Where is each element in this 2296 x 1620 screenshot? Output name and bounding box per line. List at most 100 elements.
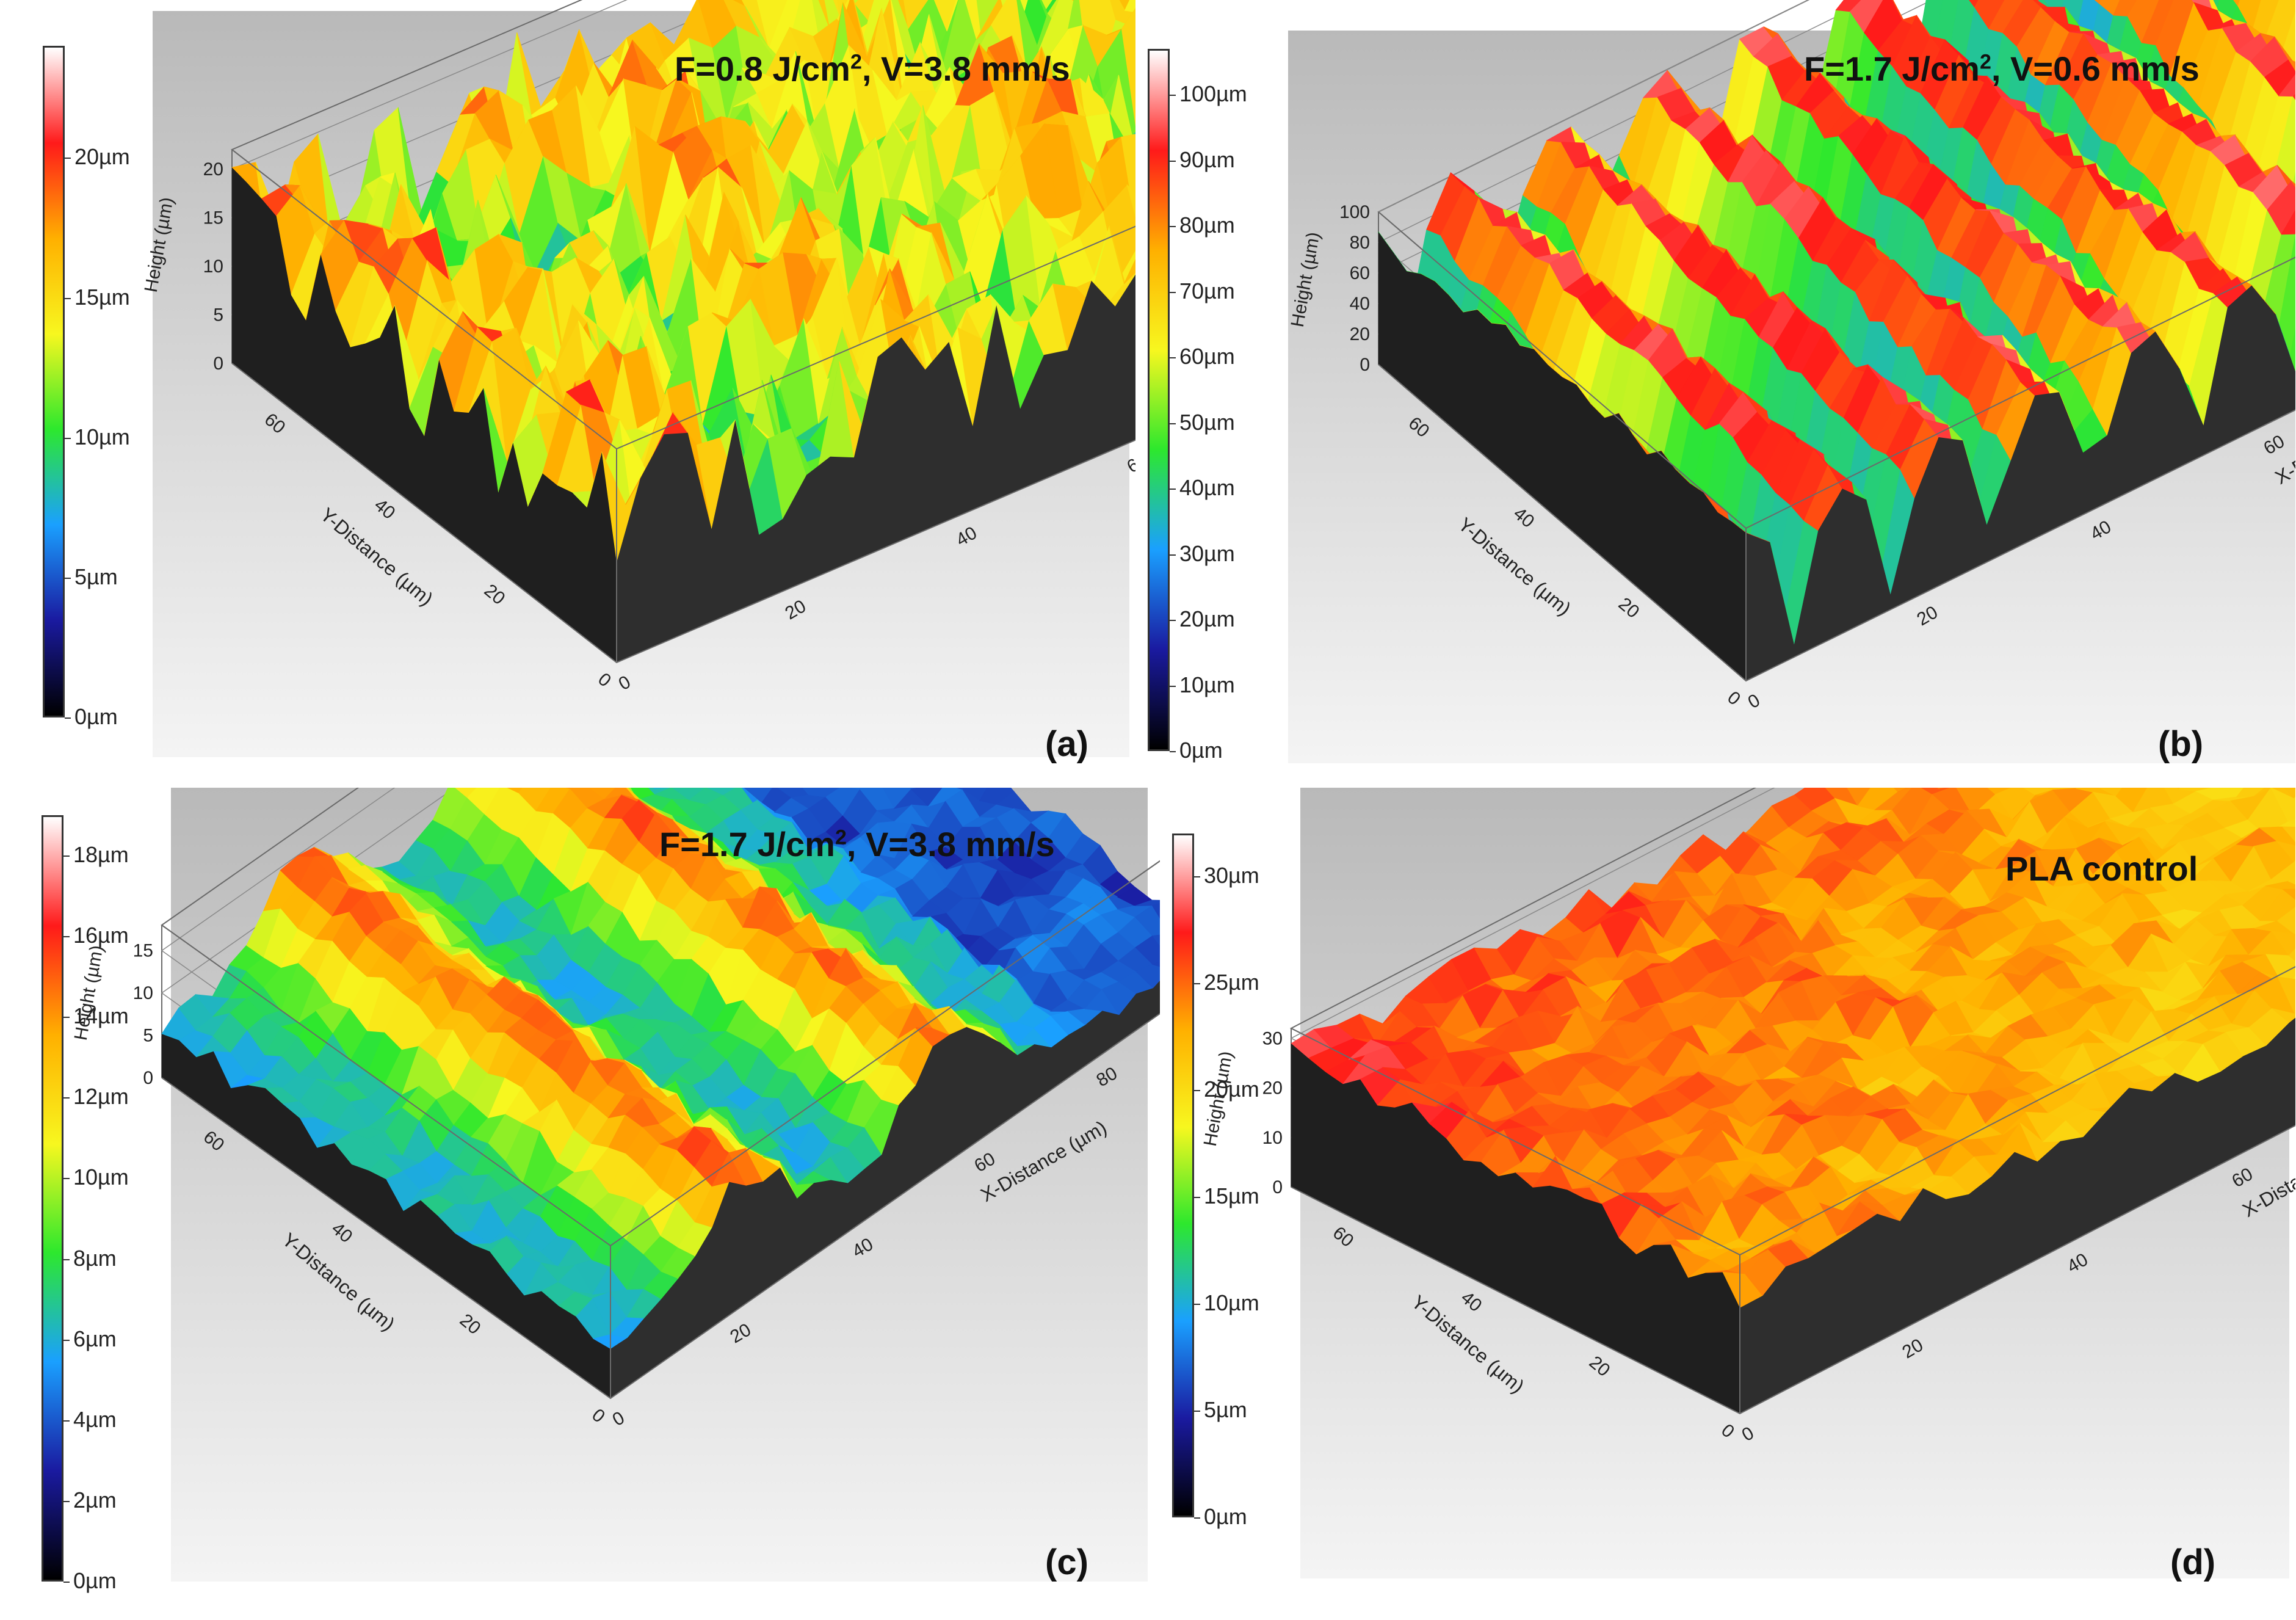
surface-plot-a: 020406080020406005101520X-Distance (µm)Y… bbox=[141, 0, 1135, 757]
frame-top-edges bbox=[1291, 966, 2295, 1256]
height-tick-label: 0 bbox=[1360, 355, 1370, 375]
colorbar-tick-label: 30µm bbox=[1179, 540, 1235, 566]
colorbar-tick-label: 8µm bbox=[73, 1245, 117, 1271]
surface-cell bbox=[2284, 788, 2295, 799]
surface-cell bbox=[2115, 788, 2148, 813]
colorbar-tick-label: 100µm bbox=[1179, 81, 1247, 107]
colorbar-tick-mark bbox=[1194, 1304, 1200, 1305]
colorbar-tick-label: 80µm bbox=[1179, 212, 1235, 238]
frame-top-edges bbox=[231, 149, 1135, 450]
frame-top-edges bbox=[1378, 211, 2295, 529]
surface-cell bbox=[2276, 906, 2295, 934]
surface-cell bbox=[507, 788, 523, 794]
colorbar-tick-label: 60µm bbox=[1179, 344, 1235, 369]
surface-cell bbox=[455, 788, 477, 798]
colorbar-tick-label: 70µm bbox=[1179, 278, 1235, 303]
surface-cell bbox=[2277, 976, 2295, 1015]
height-tick-label: 10 bbox=[203, 256, 223, 277]
surface-plot-b: 0204060800204060020406080100X-Distance (… bbox=[1287, 0, 2295, 763]
colorbar-tick-mark bbox=[1194, 983, 1200, 984]
surface-plot-d: 02040608002040600102030X-Distance (µm)Y-… bbox=[1200, 788, 2295, 1578]
colorbar-tick-label: 14µm bbox=[73, 1003, 129, 1029]
colorbar-tick-mark bbox=[63, 1339, 70, 1341]
colorbar-tick-mark bbox=[63, 1259, 70, 1260]
colorbar-tick-label: 10µm bbox=[73, 1164, 129, 1190]
panel-a: 020406080020406005101520X-Distance (µm)Y… bbox=[0, 0, 1135, 782]
surface-cell bbox=[2282, 888, 2295, 900]
condition-label-d: PLA control bbox=[2005, 849, 2198, 888]
front-wall bbox=[617, 274, 1135, 663]
front-wall bbox=[1740, 1017, 2295, 1414]
panel-b: 0204060800204060020406080100X-Distance (… bbox=[1135, 0, 2295, 782]
colorbar-tick-label: 90µm bbox=[1179, 147, 1235, 172]
colorbar-tick-mark bbox=[1170, 685, 1176, 687]
surface-cell bbox=[2288, 948, 2295, 961]
surface-cell bbox=[2276, 165, 2295, 200]
colorbar-tick-mark bbox=[1170, 226, 1176, 228]
surface-mesh bbox=[1291, 788, 2295, 1309]
surface-cell bbox=[1124, 0, 1135, 13]
height-tick-label: 5 bbox=[143, 1026, 153, 1046]
surface-cell bbox=[850, 788, 863, 790]
colorbar-tick-mark bbox=[65, 717, 71, 719]
colorbar-tick-label: 2µm bbox=[73, 1487, 117, 1513]
surface-cell bbox=[2237, 0, 2262, 33]
surface-cell bbox=[1969, 0, 1979, 8]
colorbar-b bbox=[1148, 49, 1170, 751]
condition-label-a: F=0.8 J/cm2, V=3.8 mm/s bbox=[675, 49, 1070, 88]
surface-cell bbox=[2287, 818, 2295, 824]
colorbar-tick-mark bbox=[65, 577, 71, 579]
colorbar-tick-label: 0µm bbox=[74, 704, 118, 729]
colorbar-tick-label: 10µm bbox=[74, 424, 130, 449]
colorbar-tick-mark bbox=[1170, 620, 1176, 622]
colorbar-tick-mark bbox=[63, 1582, 70, 1583]
left-wall bbox=[162, 1034, 610, 1398]
condition-label-b: F=1.7 J/cm2, V=0.6 mm/s bbox=[1804, 49, 2200, 88]
colorbar-tick-mark bbox=[63, 936, 70, 938]
colorbar-tick-mark bbox=[1194, 1090, 1200, 1091]
colorbar-tick-label: 5µm bbox=[74, 564, 118, 589]
surface-cell bbox=[1151, 903, 1160, 919]
surface-cell bbox=[1121, 8, 1135, 127]
surface-cell bbox=[2294, 860, 2295, 863]
surface-cell bbox=[654, 788, 671, 790]
surface-cell bbox=[1974, 0, 2005, 30]
left-wall bbox=[232, 167, 617, 663]
height-tick-label: 15 bbox=[203, 208, 223, 228]
surface-cell bbox=[1118, 74, 1135, 155]
colorbar-tick-label: 10µm bbox=[1204, 1290, 1259, 1315]
colorbar-tick-label: 16µm bbox=[73, 923, 129, 948]
height-tick-label: 40 bbox=[1350, 294, 1370, 314]
colorbar-tick-mark bbox=[1194, 1197, 1200, 1198]
height-tick-label: 100 bbox=[1339, 202, 1370, 222]
frame-top-edges bbox=[161, 860, 1160, 1247]
colorbar-tick-mark bbox=[63, 1097, 70, 1099]
height-tick-label: 5 bbox=[213, 305, 223, 325]
surface-cell bbox=[1151, 934, 1160, 946]
colorbar-d bbox=[1172, 834, 1194, 1517]
condition-label-c: F=1.7 J/cm2, V=3.8 mm/s bbox=[659, 825, 1055, 863]
height-tick-label: 0 bbox=[1272, 1177, 1283, 1197]
surface-cell bbox=[2236, 788, 2265, 797]
colorbar-tick-label: 30µm bbox=[1204, 863, 1259, 888]
height-tick-label: 0 bbox=[213, 354, 223, 374]
colorbar-tick-mark bbox=[63, 1017, 70, 1019]
colorbar-tick-label: 10µm bbox=[1179, 672, 1235, 697]
colorbar-tick-label: 18µm bbox=[73, 842, 129, 868]
surface-cell bbox=[1835, 0, 1862, 12]
height-tick-label: 60 bbox=[1350, 263, 1370, 283]
colorbar-tick-label: 20µm bbox=[1179, 606, 1235, 632]
height-tick-label: 20 bbox=[1262, 1078, 1283, 1099]
colorbar-tick-mark bbox=[1194, 1411, 1200, 1412]
surface-cell bbox=[2291, 181, 2295, 188]
colorbar-tick-mark bbox=[1170, 554, 1176, 556]
colorbar-tick-label: 0µm bbox=[73, 1568, 117, 1593]
surface-cell bbox=[589, 788, 617, 800]
surface-cell bbox=[1134, 899, 1160, 906]
surface-cell bbox=[802, 788, 814, 796]
front-wall bbox=[1746, 285, 2295, 681]
colorbar-tick-label: 12µm bbox=[73, 1084, 129, 1110]
surface-cell bbox=[2113, 0, 2138, 16]
left-wall bbox=[1291, 1043, 1740, 1414]
